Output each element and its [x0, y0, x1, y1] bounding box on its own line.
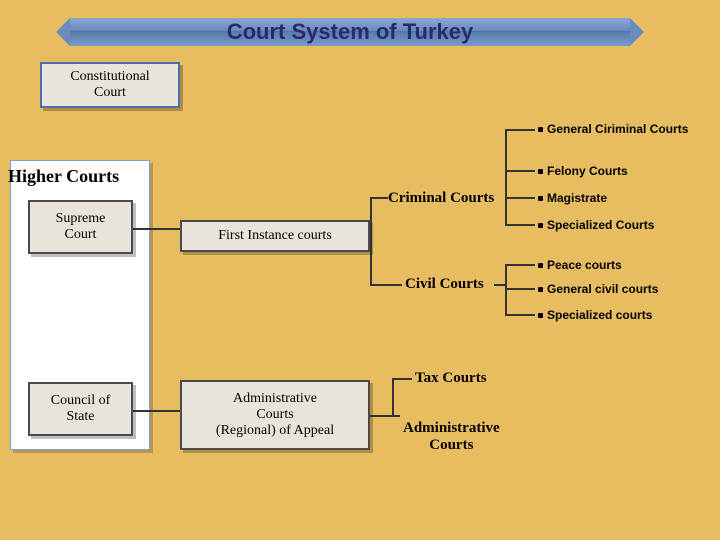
connector-line: [505, 288, 535, 290]
connector-line: [505, 197, 535, 199]
title-banner: Court System of Turkey: [70, 18, 630, 46]
bullet-text: Specialized courts: [547, 308, 652, 322]
admin-appeal-box: Administrative Courts (Regional) of Appe…: [180, 380, 370, 450]
bullet-item: Magistrate: [538, 191, 708, 205]
bullet-item: Felony Courts: [538, 164, 708, 178]
bullet-item: General civil courts: [538, 282, 708, 296]
civil-courts-label: Civil Courts: [405, 276, 484, 293]
bullet-dot-icon: [538, 223, 543, 228]
council-of-state-box: Council of State: [28, 382, 133, 436]
connector-line: [370, 284, 402, 286]
connector-line: [392, 378, 394, 416]
bullet-dot-icon: [538, 263, 543, 268]
diagram-canvas: Court System of Turkey Constitutional Co…: [0, 0, 720, 540]
council-of-state-label: Council of State: [51, 393, 111, 425]
connector-line: [505, 129, 507, 226]
admin-appeal-label: Administrative Courts (Regional) of Appe…: [216, 391, 334, 439]
administrative-courts-label: Administrative Courts: [403, 420, 500, 454]
connector-line: [505, 224, 535, 226]
connector-line: [133, 410, 180, 412]
supreme-court-box: Supreme Court: [28, 200, 133, 254]
page-title: Court System of Turkey: [227, 19, 474, 45]
connector-line: [505, 314, 535, 316]
connector-line: [370, 415, 400, 417]
bullet-item: Specialized Courts: [538, 218, 708, 232]
tax-courts-label: Tax Courts: [415, 370, 487, 387]
connector-line: [494, 284, 506, 286]
bullet-item: General Ciriminal Courts: [538, 122, 708, 136]
constitutional-court-box: Constitutional Court: [40, 62, 180, 108]
connector-line: [505, 264, 507, 316]
bullet-dot-icon: [538, 287, 543, 292]
bullet-text: Felony Courts: [547, 164, 628, 178]
connector-line: [392, 378, 412, 380]
connector-line: [505, 264, 535, 266]
bullet-dot-icon: [538, 313, 543, 318]
higher-courts-label: Higher Courts: [8, 166, 119, 187]
first-instance-label: First Instance courts: [218, 228, 332, 244]
bullet-item: Peace courts: [538, 258, 708, 272]
bullet-text: General Ciriminal Courts: [547, 122, 688, 136]
connector-line: [370, 236, 372, 284]
bullet-text: Magistrate: [547, 191, 607, 205]
connector-line: [370, 197, 388, 199]
connector-line: [133, 228, 180, 230]
connector-line: [505, 129, 535, 131]
bullet-dot-icon: [538, 169, 543, 174]
bullet-text: Peace courts: [547, 258, 622, 272]
first-instance-box: First Instance courts: [180, 220, 370, 252]
connector-line: [505, 170, 535, 172]
criminal-courts-label: Criminal Courts: [388, 190, 494, 207]
supreme-court-label: Supreme Court: [56, 211, 106, 243]
bullet-item: Specialized courts: [538, 308, 708, 322]
bullet-text: Specialized Courts: [547, 218, 654, 232]
bullet-dot-icon: [538, 196, 543, 201]
bullet-text: General civil courts: [547, 282, 658, 296]
constitutional-court-label: Constitutional Court: [70, 69, 149, 101]
connector-line: [370, 197, 372, 237]
bullet-dot-icon: [538, 127, 543, 132]
